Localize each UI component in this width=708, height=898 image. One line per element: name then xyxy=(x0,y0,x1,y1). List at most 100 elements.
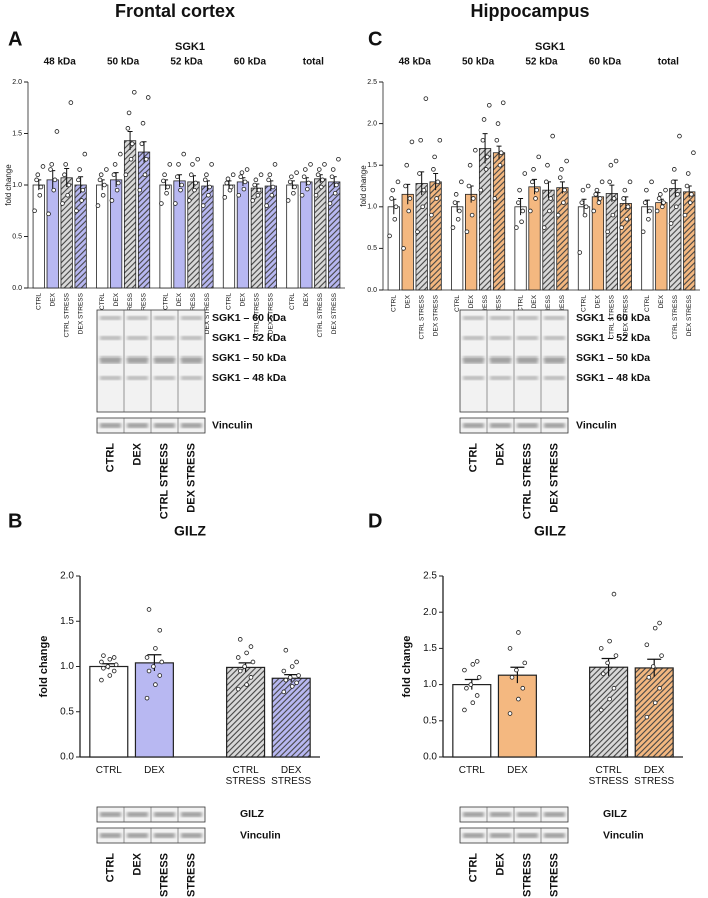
data-point xyxy=(165,184,171,190)
data-point xyxy=(164,190,169,196)
data-point xyxy=(520,208,526,214)
data-point xyxy=(455,216,461,222)
data-point xyxy=(543,179,549,185)
data-point xyxy=(389,196,394,201)
data-point xyxy=(594,187,600,193)
group-label: total xyxy=(303,57,324,68)
data-point xyxy=(60,201,65,206)
data-point xyxy=(550,133,555,139)
data-point xyxy=(531,167,536,172)
data-point xyxy=(435,179,441,185)
data-point xyxy=(146,668,152,674)
panel-letter: B xyxy=(8,510,22,532)
loading-label: Vinculin xyxy=(576,419,617,431)
data-point xyxy=(548,196,553,201)
data-point xyxy=(128,156,134,162)
bar xyxy=(514,206,527,291)
data-point xyxy=(54,129,60,134)
data-point xyxy=(452,200,458,205)
data-point xyxy=(605,660,610,666)
group-label: 48 kDa xyxy=(399,57,432,68)
bar-label: DEX STRESS xyxy=(686,294,693,336)
data-point xyxy=(38,184,44,190)
data-point xyxy=(303,167,308,172)
column-title: Hippocampus xyxy=(470,1,589,21)
data-point xyxy=(230,172,236,178)
bar xyxy=(201,185,214,289)
data-point xyxy=(188,172,194,178)
x-tick-label: DEX xyxy=(507,765,528,776)
data-point xyxy=(289,684,295,689)
data-point xyxy=(144,695,150,701)
data-point xyxy=(646,216,651,222)
data-point xyxy=(235,686,241,692)
band-label: SGK1 – 60 kDa xyxy=(212,312,286,324)
data-point xyxy=(330,167,336,172)
y-axis-label: fold change xyxy=(401,636,413,698)
blot-band xyxy=(154,336,175,340)
error-bar xyxy=(559,181,565,194)
blot-band xyxy=(517,833,538,838)
data-point xyxy=(418,137,423,143)
blot-band xyxy=(544,316,565,320)
group-label: 60 kDa xyxy=(234,57,267,68)
data-point xyxy=(671,167,677,172)
band-label: SGK1 – 48 kDa xyxy=(576,372,650,384)
data-point xyxy=(258,172,264,178)
data-point xyxy=(256,187,262,193)
data-point xyxy=(270,184,276,190)
blot-band xyxy=(127,376,148,380)
data-point xyxy=(49,162,55,167)
blot-band xyxy=(154,423,175,428)
data-point xyxy=(613,653,619,658)
bar xyxy=(401,193,414,291)
data-point xyxy=(605,229,610,235)
x-tick-label: DEX STRESS xyxy=(271,765,312,787)
blot-band xyxy=(181,423,202,428)
blot-band xyxy=(100,336,121,340)
data-point xyxy=(34,177,39,183)
data-point xyxy=(484,154,490,160)
data-point xyxy=(202,177,208,183)
y-tick-label: 2.0 xyxy=(367,120,377,127)
lane-label: DEX STRESS xyxy=(548,443,560,513)
lane-label: DEX xyxy=(131,442,143,465)
data-point xyxy=(104,167,109,172)
band-label: GILZ xyxy=(603,808,627,820)
loading-label: Vinculin xyxy=(603,829,644,841)
data-point xyxy=(591,208,597,214)
bar-label: CTRL STRESS xyxy=(418,294,425,339)
data-point xyxy=(264,203,269,208)
y-tick-label: 0.5 xyxy=(367,245,377,252)
data-point xyxy=(250,659,256,665)
bar xyxy=(669,188,682,291)
data-point xyxy=(561,200,566,205)
data-point xyxy=(677,133,682,139)
data-point xyxy=(139,141,145,147)
data-point xyxy=(514,667,519,673)
data-point xyxy=(596,200,602,205)
data-point xyxy=(143,156,149,162)
data-point xyxy=(209,162,214,167)
data-point xyxy=(483,167,489,172)
data-point xyxy=(689,192,694,197)
data-point xyxy=(225,176,231,182)
data-point xyxy=(107,673,113,678)
data-point xyxy=(644,714,650,720)
band-label: SGK1 – 50 kDa xyxy=(576,352,650,364)
bar-label: CTRL xyxy=(517,295,524,312)
bar xyxy=(452,683,492,758)
data-point xyxy=(474,693,480,698)
blot-band xyxy=(517,316,538,320)
y-tick-label: 1.5 xyxy=(12,130,22,137)
data-point xyxy=(434,196,439,201)
data-point xyxy=(685,171,691,176)
blot-band xyxy=(127,358,148,364)
bar xyxy=(577,206,591,291)
data-point xyxy=(682,212,688,218)
data-point xyxy=(522,660,528,666)
bar-label: CTRL xyxy=(35,293,42,310)
data-point xyxy=(140,120,146,126)
data-point xyxy=(144,655,150,660)
data-point xyxy=(486,102,492,108)
